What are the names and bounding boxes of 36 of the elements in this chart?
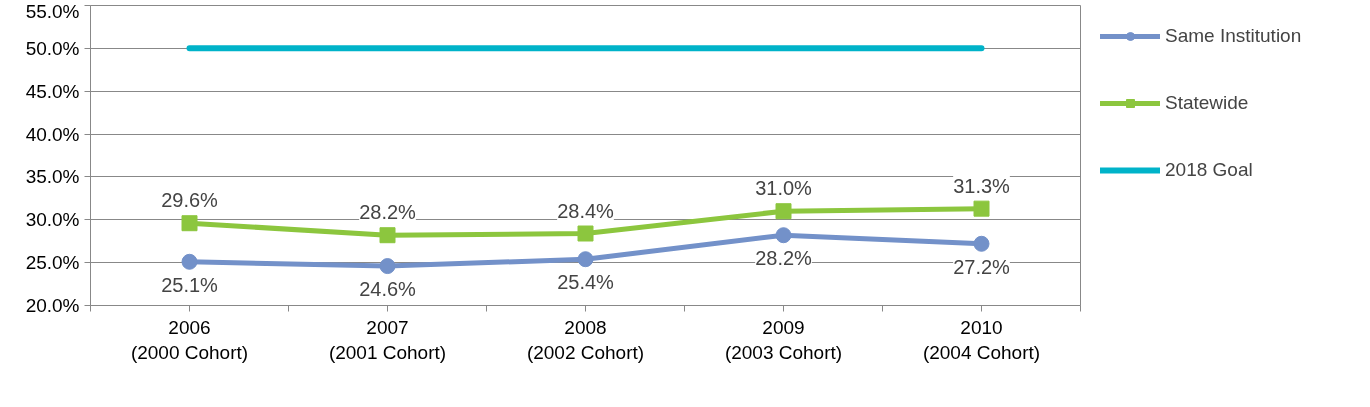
data-label: 27.2% [953, 255, 1011, 278]
point [379, 258, 396, 275]
legend-label: 2018 Goal [1165, 159, 1254, 181]
data-label: 28.2% [359, 201, 417, 224]
point [181, 253, 198, 270]
point [973, 235, 990, 252]
data-label: 29.6% [161, 189, 219, 212]
y-tick-label: 55.0% [25, 0, 80, 22]
x-tick-label: 2009 (2003 Cohort) [724, 316, 843, 363]
data-label: 28.2% [755, 247, 813, 270]
y-tick-label: 25.0% [25, 252, 80, 274]
point [181, 215, 198, 232]
point [973, 200, 990, 217]
x-tick-label: 2008 (2002 Cohort) [526, 316, 645, 363]
data-label: 25.4% [557, 271, 615, 294]
y-tick-label: 30.0% [25, 209, 80, 231]
data-label: 31.3% [953, 174, 1011, 197]
data-label: 25.1% [161, 273, 219, 296]
legend-label: Same Institution [1165, 25, 1303, 47]
data-label: 31.0% [755, 177, 813, 200]
y-tick-label: 40.0% [25, 123, 80, 145]
point [379, 227, 396, 244]
x-tick-label: 2006 (2000 Cohort) [130, 316, 249, 363]
x-tick-label: 2010 (2004 Cohort) [922, 316, 1041, 363]
point [577, 251, 594, 268]
point [775, 203, 792, 220]
y-tick-label: 35.0% [25, 166, 80, 188]
x-tick-label: 2007 (2001 Cohort) [328, 316, 447, 363]
legend-label: Statewide [1165, 92, 1250, 114]
y-tick-label: 20.0% [25, 295, 80, 316]
point [577, 225, 594, 242]
data-label: 28.4% [557, 199, 615, 222]
y-tick-label: 50.0% [25, 37, 80, 59]
y-tick-label: 45.0% [25, 80, 80, 102]
point [775, 227, 792, 244]
data-label: 24.6% [359, 278, 417, 301]
